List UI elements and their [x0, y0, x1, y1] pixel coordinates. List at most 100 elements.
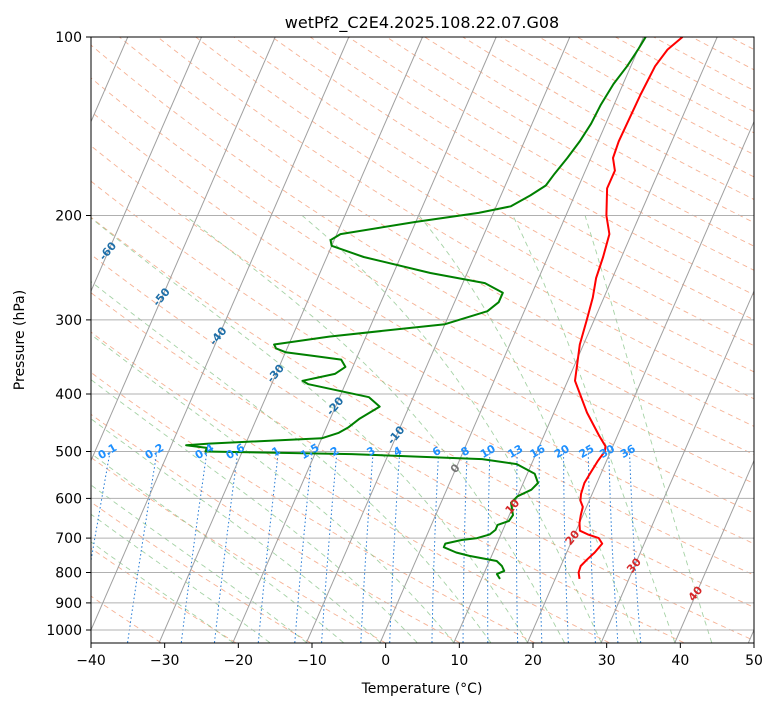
- sounding-line-1: [185, 37, 647, 580]
- y-tick-label: 100: [55, 30, 82, 46]
- isotherm-label: -60: [96, 239, 119, 263]
- y-tick-label: 600: [55, 491, 82, 507]
- isotherm: [91, 37, 350, 632]
- dry-adiabat: [577, 37, 754, 134]
- x-tick-label: 10: [450, 653, 468, 669]
- mixing-ratio-label: 0.1: [96, 441, 119, 462]
- isotherm-label: -10: [385, 423, 408, 447]
- mixing-ratio-line: [127, 451, 158, 643]
- isotherm: [306, 37, 571, 643]
- isotherm: [91, 37, 202, 293]
- y-tick-label: 900: [55, 596, 82, 612]
- isotherm-label: 10: [503, 496, 523, 516]
- mixing-ratio-line: [563, 451, 569, 643]
- isotherm: [527, 120, 754, 643]
- mixing-ratio-line: [516, 451, 519, 643]
- plot-frame: [90, 36, 755, 644]
- isotherm: [379, 37, 644, 643]
- moist-adiabat: [512, 215, 676, 643]
- x-tick-label: 0: [381, 653, 390, 669]
- mixing-ratio-label: 0.2: [143, 441, 166, 462]
- isotherm: [453, 37, 718, 643]
- isotherm: [600, 289, 754, 643]
- mixing-ratio-label: 1.5: [298, 441, 321, 462]
- y-tick-label: 700: [55, 531, 82, 547]
- mixing-ratio-line: [587, 451, 596, 643]
- dry-adiabat: [91, 595, 162, 643]
- y-axis-label: Pressure (hPa): [12, 290, 28, 390]
- isotherm-label: 40: [686, 583, 706, 603]
- plot-area: 0.10.20.40.611.52346810131620253036-100-…: [0, 37, 754, 643]
- moist-adiabat: [91, 217, 528, 643]
- y-tick-label: 500: [55, 445, 82, 461]
- dry-adiabat: [309, 37, 754, 296]
- isotherm-label: -80: [0, 154, 9, 178]
- moist-adiabat: [584, 215, 713, 643]
- isotherm: [674, 459, 754, 643]
- mixing-ratio-line: [294, 451, 313, 643]
- mixing-ratio-line: [389, 451, 401, 643]
- isotherm: [91, 37, 276, 462]
- mixing-ratio-line: [91, 451, 111, 564]
- dry-adiabat: [500, 37, 754, 178]
- x-tick-label: −10: [297, 653, 327, 669]
- sounding-traces: [185, 37, 684, 580]
- x-tick-label: 20: [524, 653, 542, 669]
- chart-title: wetPf2_C2E4.2025.108.22.07.G08: [285, 13, 559, 33]
- dry-adiabat: [91, 110, 754, 514]
- isotherm-label: -20: [324, 394, 347, 418]
- moist-adiabat: [301, 215, 602, 643]
- dry-adiabat: [195, 37, 754, 373]
- mixing-ratio-line: [214, 451, 239, 643]
- x-tick-label: 40: [671, 653, 689, 669]
- dry-adiabat: [91, 292, 684, 643]
- mixing-ratio-lines: [91, 451, 642, 643]
- skewed-isotherms: [91, 37, 754, 643]
- moist-adiabat: [418, 215, 639, 643]
- isopleth-labels: 0.10.20.40.611.52346810131620253036-100-…: [0, 154, 706, 604]
- mixing-ratio-line: [360, 451, 374, 643]
- moist-adiabat: [91, 484, 307, 643]
- x-tick-label: 50: [745, 653, 763, 669]
- mixing-ratio-line: [608, 451, 619, 643]
- dry-adiabat: [729, 37, 754, 50]
- x-tick-label: 30: [598, 653, 616, 669]
- dry-adiabat: [91, 371, 535, 643]
- moist-adiabat: [91, 452, 344, 643]
- dry-adiabat: [271, 37, 754, 321]
- moist-adiabat: [91, 541, 234, 643]
- y-tick-label: 1000: [46, 623, 82, 639]
- dry-adiabat: [91, 253, 754, 642]
- mixing-ratio-label: 0.6: [224, 441, 248, 462]
- dry-adiabat: [91, 547, 236, 643]
- mixing-ratio-line: [180, 451, 208, 643]
- mixing-ratio-line: [487, 451, 491, 643]
- isotherm: [158, 37, 423, 643]
- y-tick-label: 800: [55, 566, 82, 582]
- sounding-line-0: [574, 37, 684, 580]
- dry-adiabat: [348, 37, 754, 271]
- moist-adiabat: [91, 281, 492, 643]
- dry-adiabat: [91, 456, 386, 643]
- mixing-ratio-line: [321, 451, 338, 643]
- mixing-ratio-label: 36: [618, 442, 638, 461]
- dry-adiabat: [691, 37, 754, 71]
- moist-adiabat: [91, 513, 270, 643]
- dry-adiabat: [91, 44, 754, 456]
- x-axis-ticks: −40 −30 −20 −10 0 10 20 30 40 50: [76, 643, 763, 669]
- mixing-ratio-label: 20: [552, 442, 572, 461]
- dry-adiabat: [91, 331, 610, 643]
- y-axis-ticks: 100 200 300 400 500 600 700 800 900 1000: [46, 30, 91, 639]
- dry-adiabat: [91, 77, 754, 484]
- y-tick-label: 200: [55, 209, 82, 225]
- isotherm: [232, 37, 497, 643]
- pressure-gridlines: [91, 37, 754, 631]
- mixing-ratio-label: 16: [528, 442, 548, 461]
- dry-adiabat: [91, 413, 460, 643]
- dry-adiabat: [91, 501, 311, 643]
- dry-adiabat: [424, 37, 754, 224]
- moist-adiabat: [91, 418, 381, 643]
- moist-adiabat: [184, 215, 565, 643]
- dry-adiabat: [91, 216, 754, 608]
